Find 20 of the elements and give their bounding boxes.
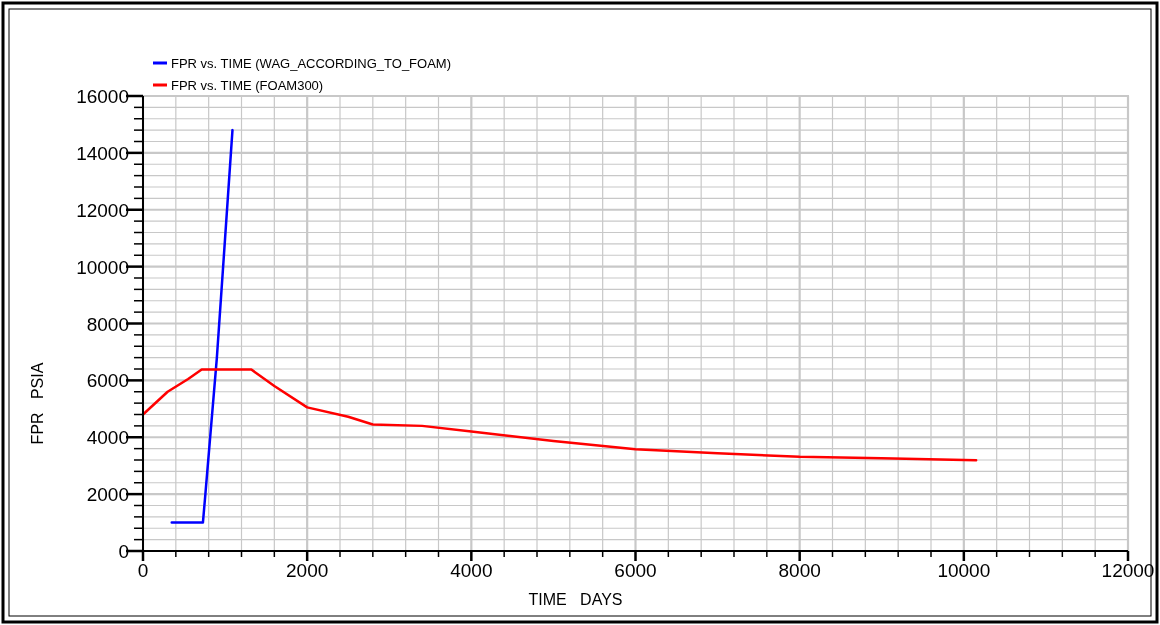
x-tick-label: 2000	[286, 560, 329, 581]
y-tick-label: 2000	[86, 484, 129, 506]
y-tick-label: 8000	[86, 313, 129, 335]
x-tick-label: 8000	[778, 560, 821, 581]
legend-label: FPR vs. TIME (WAG_ACCORDING_TO_FOAM)	[171, 56, 452, 71]
x-tick-label: 6000	[614, 560, 657, 581]
x-axis-title: TIME DAYS	[528, 591, 623, 608]
y-tick-label: 16000	[76, 86, 129, 107]
y-tick-label: 4000	[86, 427, 129, 449]
y-axis-title: FPR PSIA	[29, 362, 46, 445]
legend-label: FPR vs. TIME (FOAM300)	[171, 78, 324, 93]
x-tick-label: 0	[137, 560, 149, 581]
y-tick-label: 12000	[76, 199, 129, 221]
x-tick-label: 4000	[450, 560, 493, 581]
x-tick-label: 12000	[1101, 560, 1155, 581]
y-tick-label: 14000	[76, 142, 129, 164]
y-tick-label: 10000	[76, 256, 129, 278]
x-tick-label: 10000	[937, 560, 991, 581]
y-tick-label: 6000	[86, 370, 129, 392]
y-tick-label: 0	[118, 541, 129, 562]
